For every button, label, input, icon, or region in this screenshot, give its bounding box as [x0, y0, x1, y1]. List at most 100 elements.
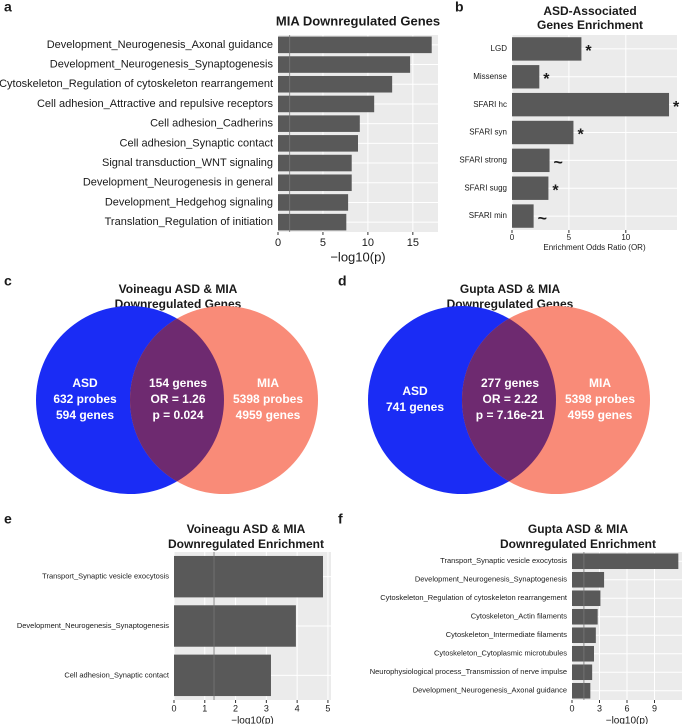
annotation: *: [577, 127, 584, 144]
chart-title: Downregulated Enrichment: [500, 537, 656, 551]
y-tick-label: Cell adhesion_Synaptic contact: [120, 137, 273, 149]
y-tick-label: Cytoskeleton_Intermediate filaments: [446, 630, 568, 639]
set-label: 277 genes: [481, 376, 539, 390]
bar: [572, 664, 593, 681]
bar: [512, 65, 540, 89]
overlap-region: [130, 306, 224, 494]
annotation: ~: [538, 210, 547, 227]
bar: [512, 176, 549, 200]
x-tick-label: 0: [171, 703, 176, 713]
set-label: OR = 1.26: [150, 392, 205, 406]
bar: [512, 204, 534, 228]
annotation: *: [585, 43, 592, 60]
x-tick-label: 0: [569, 703, 574, 713]
x-tick-label: 15: [407, 237, 419, 249]
bar: [572, 645, 594, 662]
bar: [278, 174, 352, 192]
chart-title: Gupta ASD & MIA: [528, 522, 629, 536]
x-tick-label: 3: [264, 703, 269, 713]
x-tick-label: 5: [325, 703, 330, 713]
bar: [572, 608, 598, 625]
bar: [512, 37, 582, 61]
chart-title: Gupta ASD & MIA: [460, 282, 561, 296]
bar: [174, 605, 296, 647]
y-tick-label: Translation_Regulation of initiation: [105, 216, 273, 228]
bar: [512, 92, 670, 117]
panel-label: b: [455, 0, 464, 15]
set-name: ASD: [402, 384, 428, 398]
x-tick-label: 10: [621, 233, 630, 242]
chart-title: Voineagu ASD & MIA: [119, 282, 238, 296]
bar: [572, 571, 605, 588]
y-tick-label: SFARI syn: [469, 128, 507, 137]
y-tick-label: Missense: [473, 72, 507, 81]
set-label: 632 probes: [53, 392, 117, 406]
bar: [174, 654, 271, 697]
x-axis-label: −log10(p): [231, 716, 274, 724]
bar: [512, 148, 550, 173]
bar: [572, 590, 601, 607]
y-tick-label: Development_Neurogenesis_Axonal guidance: [413, 686, 567, 695]
bar: [174, 555, 323, 598]
set-label: 4959 genes: [236, 408, 301, 422]
x-tick-label: 4: [295, 703, 300, 713]
y-tick-label: SFARI hc: [473, 100, 507, 109]
set-label: 594 genes: [56, 408, 114, 422]
x-axis-label: −log10(p): [606, 716, 649, 724]
x-tick-label: 1: [202, 703, 207, 713]
panel-label: a: [4, 0, 12, 15]
y-tick-label: Neurophysiological process_Transmission …: [370, 667, 567, 676]
y-tick-label: LGD: [491, 44, 508, 53]
set-label: 5398 probes: [233, 392, 303, 406]
annotation: *: [552, 182, 559, 199]
set-name: MIA: [589, 376, 611, 390]
x-tick-label: 2: [233, 703, 238, 713]
bar: [278, 56, 411, 73]
chart-title: Downregulated Enrichment: [168, 537, 324, 551]
panel-label: f: [338, 511, 343, 527]
panel-label: e: [4, 511, 12, 527]
y-tick-label: Development_Neurogenesis_Synaptogenesis: [415, 575, 567, 584]
x-tick-label: 0: [275, 237, 281, 249]
chart-title: MIA Downregulated Genes: [276, 13, 440, 28]
y-tick-label: Cytoskeleton_Regulation of cytoskeleton …: [380, 593, 568, 602]
y-tick-label: Transport_Synaptic vesicle exocytosis: [42, 572, 169, 581]
y-tick-label: Development_Neurogenesis_Synaptogenesis: [17, 621, 169, 630]
chart-title: Genes Enrichment: [537, 18, 643, 32]
y-tick-label: Development_Neurogenesis_Synaptogenesis: [50, 58, 274, 70]
y-tick-label: Cytoskeleton_Actin filaments: [471, 612, 568, 621]
overlap-region: [462, 306, 556, 494]
y-tick-label: Cell adhesion_Synaptic contact: [64, 670, 170, 679]
y-tick-label: Cell adhesion_Attractive and repulsive r…: [37, 98, 274, 110]
set-label: p = 7.16e-21: [476, 408, 545, 422]
bar: [278, 36, 432, 54]
y-tick-label: Cell adhesion_Cadherins: [150, 118, 273, 130]
chart-title: Voineagu ASD & MIA: [187, 522, 306, 536]
bar: [278, 115, 360, 132]
y-tick-label: SFARI strong: [459, 155, 507, 164]
bar: [278, 154, 352, 172]
y-tick-label: Cytoskeleton_Regulation of cytoskeleton …: [0, 78, 273, 90]
x-tick-label: 6: [624, 703, 629, 713]
bar: [278, 95, 375, 113]
panel-label: c: [4, 273, 12, 289]
bar: [278, 75, 393, 93]
set-name: ASD: [72, 376, 98, 390]
x-tick-label: 0: [510, 233, 515, 242]
y-tick-label: SFARI sugg: [464, 183, 507, 192]
x-tick-label: 3: [597, 703, 602, 713]
y-tick-label: Transport_Synaptic vesicle exocytosis: [440, 556, 567, 565]
bar: [512, 120, 574, 145]
x-tick-label: 5: [567, 233, 572, 242]
annotation: *: [543, 71, 550, 88]
bar: [572, 553, 679, 570]
y-tick-label: SFARI min: [469, 211, 507, 220]
set-label: 741 genes: [386, 400, 444, 414]
x-tick-label: 5: [320, 237, 326, 249]
bar: [572, 682, 591, 699]
bar: [278, 135, 358, 152]
y-tick-label: Cytoskeleton_Cytoplasmic microtubules: [434, 649, 567, 658]
set-label: 5398 probes: [565, 392, 635, 406]
y-tick-label: Development_Neurogenesis_Axonal guidance: [47, 39, 273, 51]
